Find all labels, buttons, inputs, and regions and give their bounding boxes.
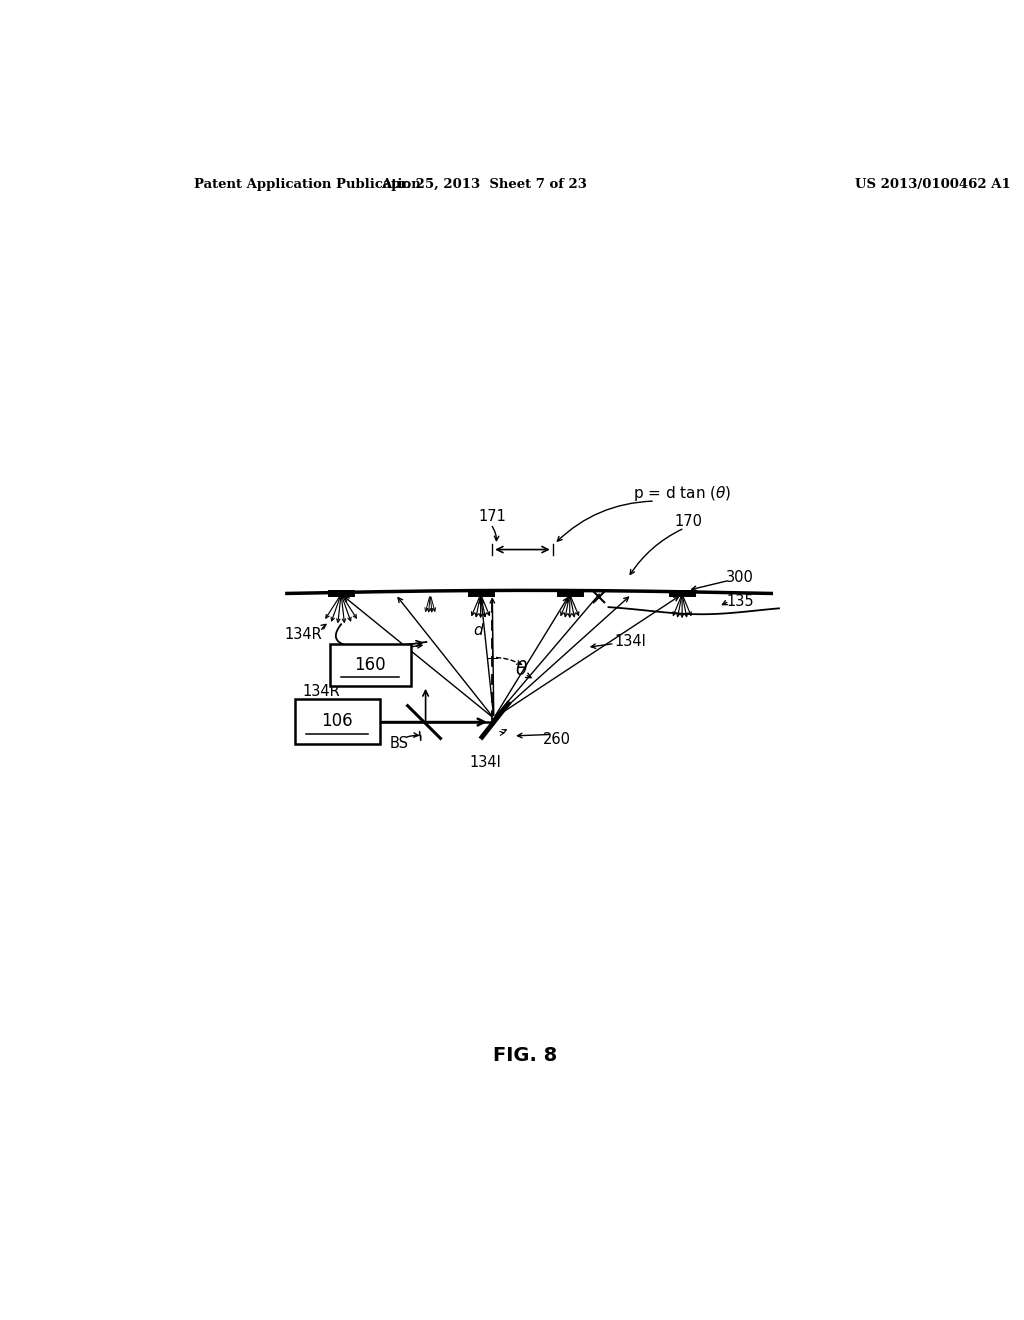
Text: p = d tan ($\theta$): p = d tan ($\theta$)	[633, 484, 732, 503]
Text: 171: 171	[478, 510, 506, 524]
Text: 134R: 134R	[285, 627, 323, 642]
Text: 170: 170	[675, 515, 702, 529]
Bar	[295, 700, 380, 743]
Text: Apr. 25, 2013  Sheet 7 of 23: Apr. 25, 2013 Sheet 7 of 23	[382, 178, 588, 190]
Text: $\theta$: $\theta$	[515, 660, 528, 680]
Text: 260: 260	[543, 733, 570, 747]
Text: d: d	[473, 623, 483, 638]
Text: BS: BS	[390, 737, 409, 751]
Text: 300: 300	[726, 570, 754, 585]
Text: 106: 106	[322, 713, 353, 730]
Text: 134I: 134I	[469, 755, 501, 771]
Text: 160: 160	[354, 656, 386, 673]
Text: Patent Application Publication: Patent Application Publication	[194, 178, 421, 190]
Text: 134I: 134I	[614, 635, 646, 649]
Text: 134R: 134R	[302, 684, 340, 698]
Text: 135: 135	[726, 594, 754, 609]
Text: FIG. 8: FIG. 8	[493, 1045, 557, 1065]
Text: US 2013/0100462 A1: US 2013/0100462 A1	[855, 178, 1011, 190]
Bar	[330, 644, 411, 686]
